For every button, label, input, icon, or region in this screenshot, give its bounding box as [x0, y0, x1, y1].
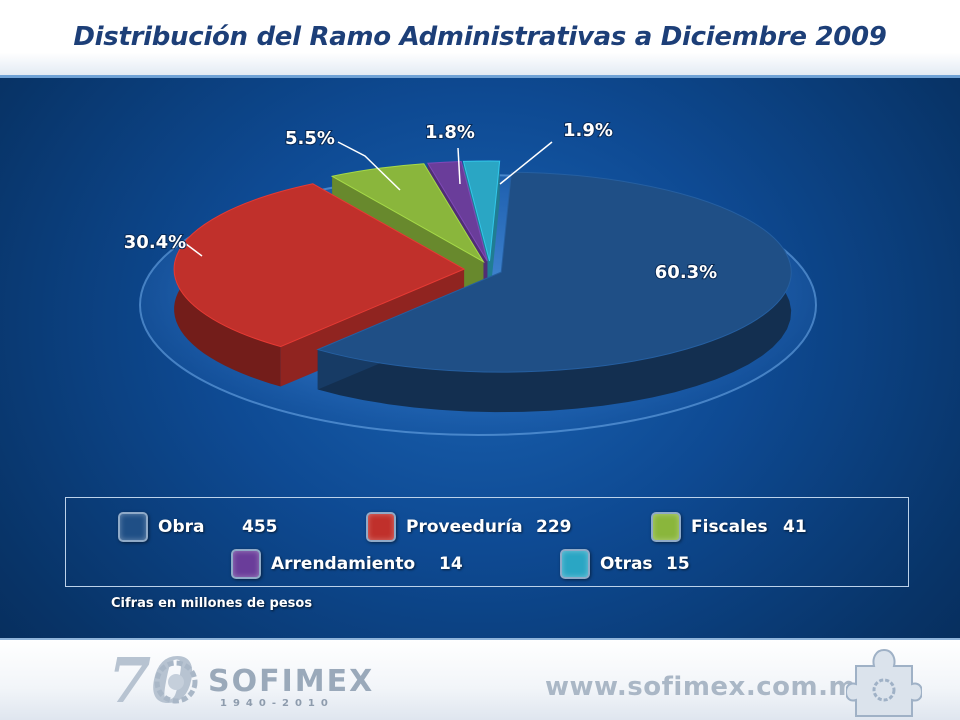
leader-line: [337, 141, 401, 191]
percent-label: 5.5%: [285, 128, 335, 149]
leader-line: [499, 141, 553, 185]
legend-label: Proveeduría: [406, 517, 523, 537]
teal-swatch-icon: [560, 549, 590, 579]
pie-slice-obra: [316, 171, 792, 413]
leader-line: [457, 147, 461, 185]
legend-item-proveeduria: Proveeduría 229: [366, 512, 572, 542]
puzzle-piece-icon: [846, 648, 922, 717]
slice-wall: [317, 172, 792, 413]
legend-item-obra: Obra 455: [118, 512, 278, 542]
legend-label: Arrendamiento: [271, 554, 416, 574]
website-link[interactable]: www.sofimex.com.mx: [545, 672, 874, 702]
legend-label: Obra: [158, 517, 205, 537]
percent-label: 1.8%: [425, 122, 475, 143]
red-swatch-icon: [366, 512, 396, 542]
page-title: Distribución del Ramo Administrativas a …: [73, 22, 887, 52]
legend-label: Fiscales: [691, 517, 768, 537]
blue-swatch-icon: [118, 512, 148, 542]
header-bar: Distribución del Ramo Administrativas a …: [0, 0, 960, 78]
legend-value: 14: [439, 554, 463, 574]
legend-item-fiscales: Fiscales 41: [651, 512, 807, 542]
pie-chart-svg: 60.3% 30.4% 5.5% 1.8% 1.9%: [123, 119, 817, 436]
legend-label: Otras: [600, 554, 653, 574]
footnote: Cifras en millones de pesos: [111, 596, 313, 611]
sofimex-logo: 70 SOFIMEX 1940-2010: [108, 644, 372, 717]
slice-top: [316, 171, 792, 373]
logo-emblem-icon: [154, 660, 198, 704]
footer-bar: 70 SOFIMEX 1940-2010 www.sofimex.com.mx: [0, 638, 960, 720]
logo-brand: SOFIMEX: [208, 664, 375, 699]
leader-line: [185, 243, 203, 257]
legend-value: 15: [666, 554, 690, 574]
slice-top: [330, 163, 485, 264]
slice-side: [489, 161, 500, 302]
legend: Obra 455 Proveeduría 229 Fiscales 41 Arr…: [65, 497, 909, 587]
percent-label: 1.9%: [563, 120, 613, 141]
slice-top: [462, 160, 501, 262]
purple-swatch-icon: [231, 549, 261, 579]
percent-label: 30.4%: [124, 232, 186, 253]
green-swatch-icon: [651, 512, 681, 542]
legend-item-otras: Otras 15: [560, 549, 690, 579]
legend-item-arrendamiento: Arrendamiento 14: [231, 549, 463, 579]
legend-value: 229: [536, 517, 572, 537]
pie-chart: 60.3% 30.4% 5.5% 1.8% 1.9%: [0, 80, 960, 490]
slice-top: [173, 183, 466, 348]
percent-label: 60.3%: [655, 262, 717, 283]
legend-value: 41: [783, 517, 807, 537]
logo-years: 1940-2010: [220, 698, 334, 709]
legend-value: 455: [242, 517, 278, 537]
slice-top: [426, 160, 488, 262]
